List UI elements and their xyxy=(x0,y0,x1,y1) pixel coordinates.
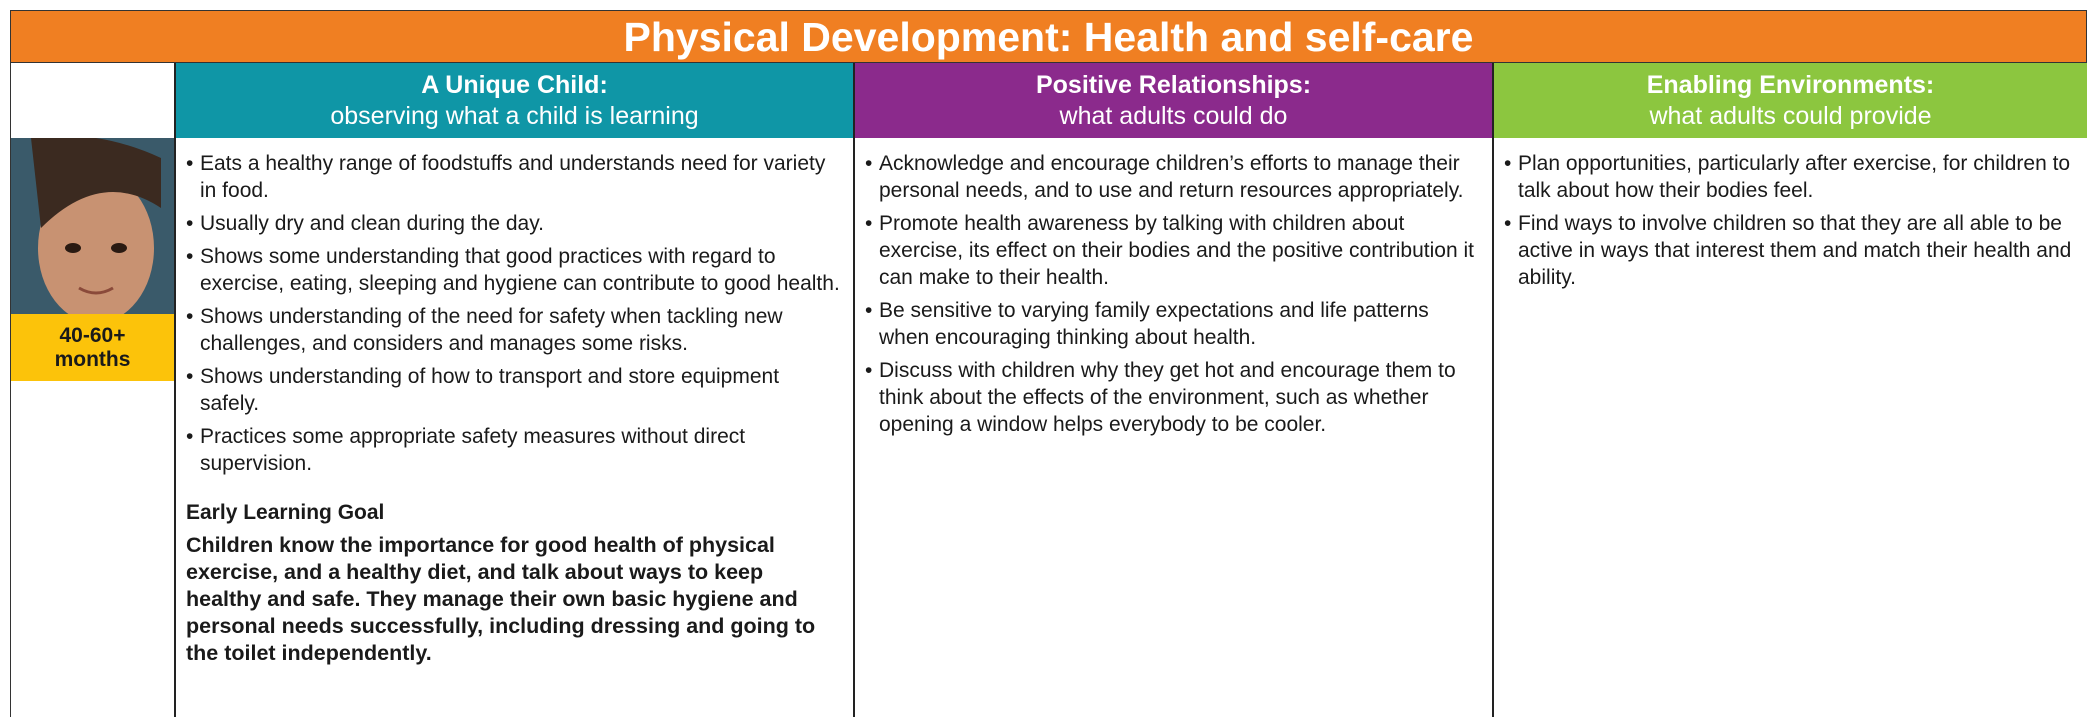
column-body: Plan opportunities, particularly after e… xyxy=(1492,138,2087,717)
left-column: 40-60+ months xyxy=(10,63,174,717)
bullet-item: Be sensitive to varying family expectati… xyxy=(865,297,1480,351)
column-subtitle: what adults could do xyxy=(1059,102,1288,130)
bullet-item: Plan opportunities, particularly after e… xyxy=(1504,150,2075,204)
column-body: Eats a healthy range of foodstuffs and u… xyxy=(174,138,853,717)
bullet-item: Eats a healthy range of foodstuffs and u… xyxy=(186,150,841,204)
goal-heading: Early Learning Goal xyxy=(186,501,385,524)
column-header: A Unique Child: observing what a child is… xyxy=(174,63,853,138)
column-title: Enabling Environments: xyxy=(1646,71,1935,99)
column-subtitle: observing what a child is learning xyxy=(330,102,699,130)
column-title: Positive Relationships: xyxy=(1035,71,1312,99)
bullet-item: Practices some appropriate safety measur… xyxy=(186,423,841,477)
age-label: 40-60+ months xyxy=(11,314,174,381)
goal-text: Children know the importance for good he… xyxy=(186,533,816,665)
bullet-item: Find ways to involve children so that th… xyxy=(1504,210,2075,291)
column-header: Positive Relationships: what adults could… xyxy=(853,63,1492,138)
bullet-item: Shows understanding of how to transport … xyxy=(186,363,841,417)
page-title: Physical Development: Health and self-ca… xyxy=(10,10,2087,63)
bullet-item: Usually dry and clean during the day. xyxy=(186,210,841,237)
column-header: Enabling Environments: what adults could … xyxy=(1492,63,2087,138)
child-photo xyxy=(11,138,174,314)
column-subtitle: what adults could provide xyxy=(1649,102,1932,130)
bullet-item: Shows understanding of the need for safe… xyxy=(186,303,841,357)
bullet-item: Shows some understanding that good pract… xyxy=(186,243,841,297)
column-title: A Unique Child: xyxy=(421,71,608,99)
bullet-item: Acknowledge and encourage children’s eff… xyxy=(865,150,1480,204)
column-body: Acknowledge and encourage children’s eff… xyxy=(853,138,1492,717)
bullet-item: Discuss with children why they get hot a… xyxy=(865,357,1480,438)
bullet-item: Promote health awareness by talking with… xyxy=(865,210,1480,291)
